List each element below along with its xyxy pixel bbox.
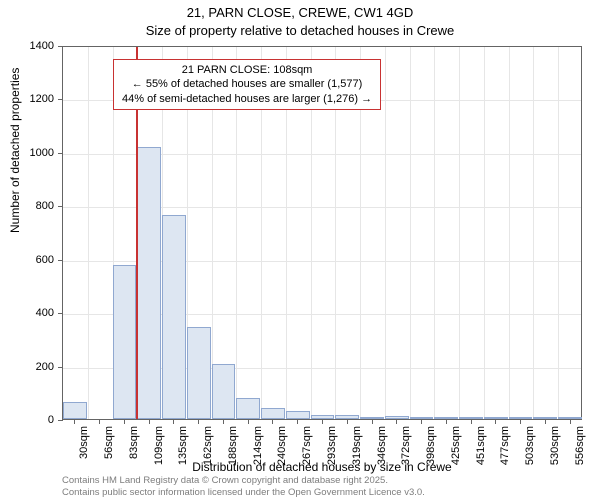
histogram-bar [113,265,137,419]
footer-line1: Contains HM Land Registry data © Crown c… [62,475,425,486]
histogram-bar [137,147,161,419]
y-axis: 0200400600800100012001400 [0,46,58,420]
y-tick-label: 200 [4,361,54,373]
y-tick-label: 600 [4,254,54,266]
footer-attribution: Contains HM Land Registry data © Crown c… [62,475,425,498]
annotation-line1: 21 PARN CLOSE: 108sqm [122,63,372,77]
x-tick-mark [198,419,199,424]
x-tick-mark [124,419,125,424]
x-tick-mark [495,419,496,424]
y-tick-label: 0 [4,414,54,426]
gridline-v [558,47,559,419]
gridline-v [434,47,435,419]
histogram-bar [63,402,87,419]
annotation-box: 21 PARN CLOSE: 108sqm ← 55% of detached … [113,59,381,110]
histogram-bar [187,327,211,419]
gridline-v [410,47,411,419]
annotation-line2: ← 55% of detached houses are smaller (1,… [122,77,372,91]
gridline-v [459,47,460,419]
title-line2: Size of property relative to detached ho… [0,22,600,40]
histogram-bar [212,364,236,419]
gridline-v [533,47,534,419]
gridline-v [509,47,510,419]
x-tick-mark [446,419,447,424]
x-tick-label: 30sqm [78,426,90,459]
x-tick-mark [248,419,249,424]
y-tick-label: 1000 [4,147,54,159]
chart-container: 21, PARN CLOSE, CREWE, CW1 4GD Size of p… [0,0,600,500]
x-tick-mark [396,419,397,424]
y-tick-label: 1400 [4,40,54,52]
y-tick-label: 1200 [4,93,54,105]
x-tick-label: 83sqm [128,426,140,459]
x-tick-mark [421,419,422,424]
x-tick-mark [570,419,571,424]
title-line1: 21, PARN CLOSE, CREWE, CW1 4GD [0,4,600,22]
histogram-bar [261,408,285,419]
x-tick-label: 56sqm [103,426,115,459]
x-tick-mark [471,419,472,424]
x-tick-mark [99,419,100,424]
x-tick-mark [297,419,298,424]
x-tick-mark [347,419,348,424]
x-tick-mark [322,419,323,424]
x-axis: 30sqm56sqm83sqm109sqm135sqm162sqm188sqm2… [62,420,582,460]
histogram-bar [286,411,310,419]
x-tick-mark [74,419,75,424]
footer-line2: Contains public sector information licen… [62,487,425,498]
histogram-bar [236,398,260,419]
x-tick-mark [149,419,150,424]
plot-area: 21 PARN CLOSE: 108sqm ← 55% of detached … [62,46,582,420]
y-tick-label: 400 [4,307,54,319]
gridline-v [484,47,485,419]
x-tick-mark [372,419,373,424]
x-tick-mark [545,419,546,424]
chart-title: 21, PARN CLOSE, CREWE, CW1 4GD Size of p… [0,0,600,39]
x-tick-mark [520,419,521,424]
gridline-v [88,47,89,419]
x-tick-mark [272,419,273,424]
y-tick-label: 800 [4,200,54,212]
x-tick-mark [173,419,174,424]
x-axis-label: Distribution of detached houses by size … [62,460,582,474]
gridline-v [385,47,386,419]
annotation-line3: 44% of semi-detached houses are larger (… [122,92,372,106]
x-tick-mark [223,419,224,424]
histogram-bar [162,215,186,419]
